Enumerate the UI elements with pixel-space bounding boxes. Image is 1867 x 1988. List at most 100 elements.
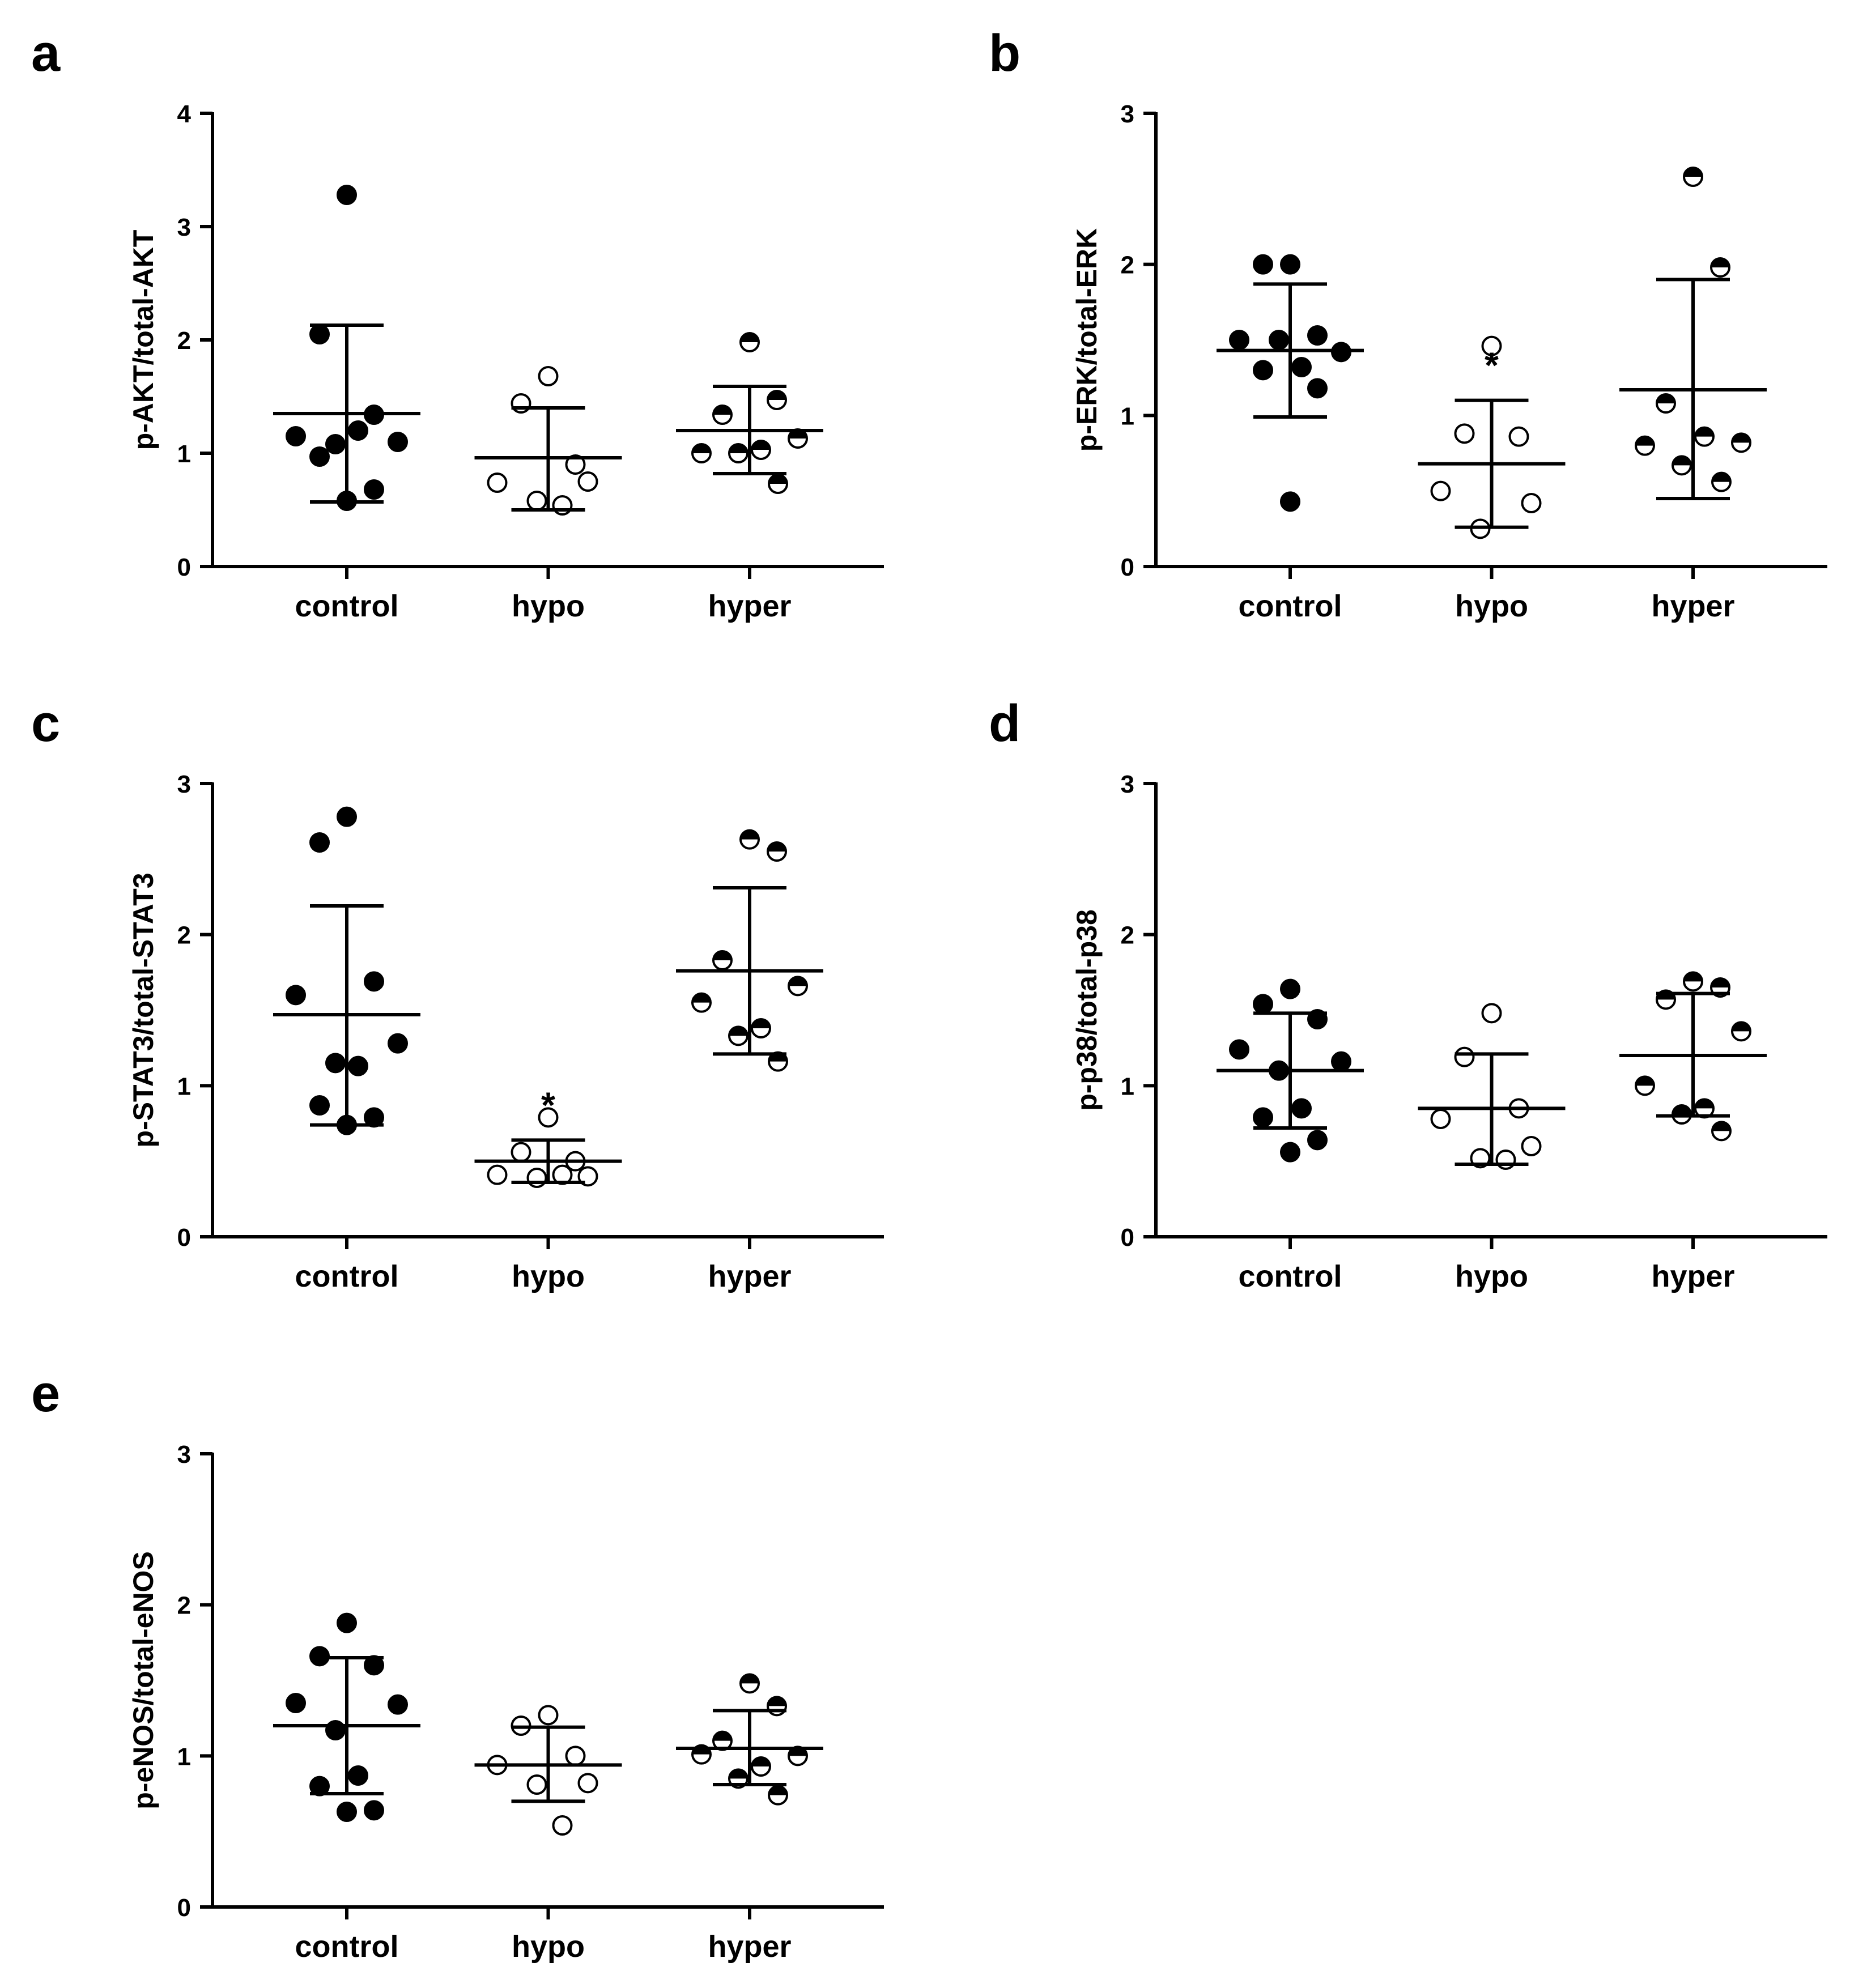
data-point [364, 1800, 384, 1821]
data-point [364, 479, 384, 500]
data-point [526, 491, 547, 511]
x-tick-label: hyper [708, 1259, 791, 1293]
data-point-fill [729, 1027, 747, 1036]
data-point-fill [768, 1697, 786, 1706]
series-hyper [676, 1673, 823, 1806]
data-point [1307, 1130, 1328, 1151]
data-point [1710, 257, 1730, 278]
y-tick-label: 4 [177, 100, 192, 128]
x-tick-label: hypo [1455, 589, 1528, 623]
data-point [286, 1693, 306, 1713]
data-point [739, 1673, 760, 1694]
series-hypo [1418, 1003, 1566, 1170]
data-point [309, 446, 330, 467]
data-point-fill [769, 475, 787, 484]
data-point-fill [1657, 394, 1675, 403]
data-point-fill [729, 444, 747, 453]
data-point [1521, 1136, 1542, 1156]
data-point [552, 495, 573, 516]
data-point [767, 841, 787, 862]
y-tick-label: 2 [177, 327, 191, 355]
data-point [728, 443, 748, 463]
x-tick-label: hypo [512, 589, 585, 623]
data-point [388, 432, 408, 452]
y-tick-label: 1 [177, 1743, 191, 1770]
data-point [1269, 330, 1289, 350]
data-point [1683, 971, 1703, 992]
series-hypo: * [1418, 335, 1566, 539]
data-point-fill [1695, 1099, 1713, 1109]
data-point [1253, 360, 1273, 381]
data-point [1253, 994, 1273, 1015]
data-point [487, 1164, 508, 1185]
data-point [1711, 1121, 1732, 1142]
y-axis-label: p-STAT3/total-STAT3 [127, 872, 159, 1147]
data-point [337, 806, 357, 827]
data-point [538, 366, 559, 386]
data-point [1229, 1039, 1249, 1060]
data-point [487, 472, 508, 493]
chart-panel-e: e 0 1 2 3 p-eNOS/total-eNOS control hypo hyper [31, 1365, 884, 1964]
x-tick-label: control [295, 1259, 399, 1293]
x-tick-label: hypo [1455, 1259, 1528, 1293]
data-point [728, 1025, 748, 1046]
data-point [511, 1142, 531, 1163]
series-control [1217, 978, 1364, 1163]
panel-letter: d [989, 695, 1020, 752]
data-point [1331, 1051, 1351, 1072]
y-tick-label: 1 [177, 1072, 191, 1100]
x-tick-label: control [295, 589, 399, 623]
y-axis-label: p-AKT/total-AKT [127, 230, 159, 450]
data-point [1454, 423, 1475, 444]
data-point-fill [1711, 978, 1729, 987]
y-axis-label: p-eNOS/total-eNOS [127, 1551, 159, 1810]
chart-panel-b: b 0 1 2 3 p-ERK/total-ERK control hypo hyper * [989, 24, 1827, 623]
data-point [1495, 1150, 1516, 1170]
data-point-fill [752, 1757, 770, 1766]
data-point [751, 1018, 771, 1038]
y-tick-label: 0 [1121, 1224, 1134, 1251]
y-tick-label: 3 [1121, 770, 1134, 798]
data-point [1307, 325, 1328, 346]
data-point-fill [1684, 972, 1702, 982]
data-point [788, 976, 808, 997]
data-point [1711, 471, 1732, 492]
data-point [309, 324, 330, 344]
data-point [1229, 330, 1249, 350]
data-point [1253, 1107, 1273, 1128]
panel-letter: a [31, 24, 61, 82]
panel-letter: b [989, 24, 1020, 82]
data-point [577, 1773, 598, 1794]
series-hypo [474, 366, 622, 516]
data-point-fill [713, 406, 732, 415]
data-point [1280, 491, 1300, 512]
data-point [348, 1055, 368, 1076]
panel-letter: c [31, 695, 60, 752]
data-point [325, 434, 346, 454]
data-point [309, 832, 330, 853]
chart-panel-d: d 0 1 2 3 p-p38/total-p38 control hypo hyper [989, 695, 1827, 1293]
data-point-fill [713, 951, 732, 960]
y-axis-label: p-ERK/total-ERK [1071, 228, 1103, 452]
data-point-fill [1636, 436, 1654, 446]
series-hyper [676, 829, 823, 1072]
y-tick-label: 1 [177, 440, 191, 468]
y-tick-label: 2 [177, 1592, 191, 1620]
data-point [751, 1756, 771, 1777]
data-point [1694, 426, 1715, 447]
x-tick-label: hypo [512, 1930, 585, 1964]
data-point [1307, 378, 1328, 399]
x-tick-label: hyper [1651, 589, 1734, 623]
y-tick-label: 0 [177, 554, 191, 581]
series-hyper [1619, 167, 1767, 500]
data-point [526, 1168, 547, 1188]
series-control [273, 1612, 420, 1822]
chart-panel-a: a 0 1 2 3 4 p-AKT/total-AKT control hypo hyper [31, 24, 884, 623]
data-point [1656, 393, 1676, 414]
data-point [526, 1774, 547, 1795]
y-axis-label: p-p38/total-p38 [1071, 909, 1103, 1111]
data-point [1481, 335, 1502, 356]
data-point [1253, 254, 1273, 275]
x-tick-label: control [1239, 589, 1342, 623]
data-point-fill [713, 1731, 732, 1741]
